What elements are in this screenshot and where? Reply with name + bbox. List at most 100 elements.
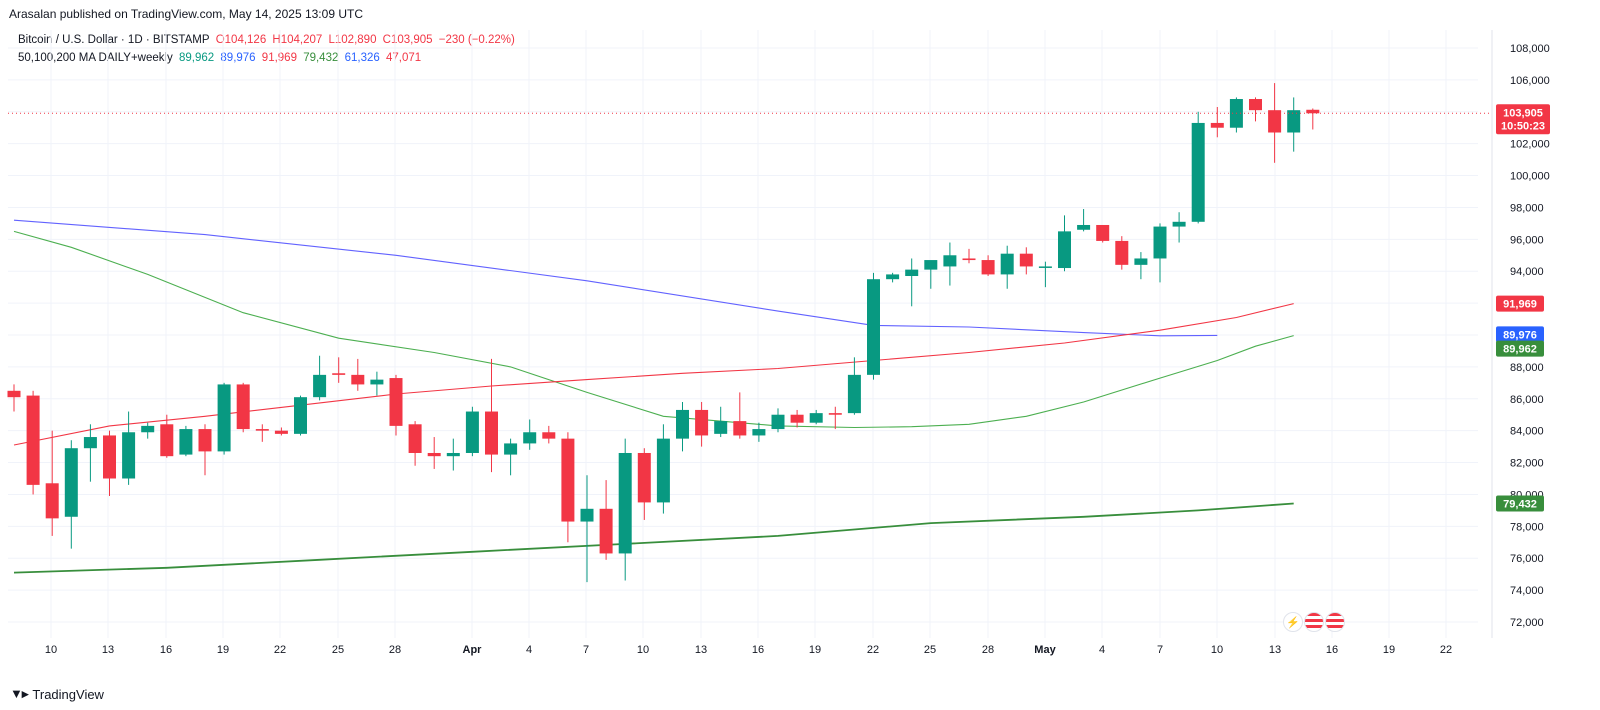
y-tick-label: 72,000 [1510, 617, 1544, 629]
candle-body [828, 413, 842, 415]
candle-body [1077, 224, 1091, 230]
us-flag-icon[interactable] [1304, 612, 1324, 632]
candle-body [695, 409, 709, 436]
last-price-label-box [1496, 104, 1550, 135]
x-tick-label: 7 [1157, 644, 1163, 656]
candle-body [962, 258, 976, 261]
x-tick-label: 16 [1326, 644, 1338, 656]
candle-body [1172, 221, 1186, 227]
y-tick-label: 102,000 [1510, 139, 1550, 151]
candle-body [1019, 253, 1033, 267]
candle-body [1268, 110, 1282, 133]
ma-title: 50,100,200 MA DAILY+weekly [18, 52, 173, 64]
y-tick-label: 78,000 [1510, 521, 1544, 533]
change-value: −230 (−0.22%) [438, 34, 515, 46]
y-tick-label: 82,000 [1510, 458, 1544, 470]
ma-price-label-box [1496, 495, 1544, 512]
candle-body [83, 437, 97, 449]
candle-body [274, 430, 288, 434]
x-tick-label: 10 [637, 644, 649, 656]
y-tick-label: 94,000 [1510, 266, 1544, 278]
events-bar[interactable]: ⚡ [1283, 612, 1345, 632]
lightning-icon[interactable]: ⚡ [1283, 612, 1303, 632]
candle-body [943, 255, 957, 267]
candle-body [714, 421, 728, 434]
y-tick-label: 96,000 [1510, 234, 1544, 246]
candle-body [1000, 253, 1014, 275]
x-tick-label: 25 [332, 644, 344, 656]
candle-body [427, 452, 441, 457]
candle-body [485, 411, 498, 455]
x-tick-label: 13 [695, 644, 707, 656]
candle-body [504, 443, 518, 455]
candle-body [217, 384, 231, 452]
candle-body [656, 438, 670, 503]
open-value: O104,126 [215, 34, 267, 46]
candle-body [561, 438, 575, 522]
candle-body [618, 452, 632, 554]
candle-body [465, 411, 479, 453]
candle-body [351, 374, 365, 385]
ma-line [13, 219, 1218, 337]
candle-body [1249, 99, 1262, 111]
x-tick-label: 22 [1440, 644, 1452, 656]
candle-body [580, 508, 594, 522]
x-tick-label: 13 [1269, 644, 1281, 656]
x-tick-label: 28 [389, 644, 401, 656]
candle-body [332, 373, 346, 375]
candle-body [733, 421, 747, 436]
x-tick-label: 16 [752, 644, 764, 656]
candle-body [1210, 122, 1224, 128]
y-tick-label: 98,000 [1510, 202, 1544, 214]
ma-price-label-box [1496, 340, 1544, 357]
candle-body [1191, 122, 1205, 222]
us-flag-icon[interactable] [1325, 612, 1345, 632]
ma-price-label: 91,969 [1503, 299, 1537, 311]
y-tick-label: 100,000 [1510, 171, 1550, 183]
high-value: H104,207 [272, 34, 323, 46]
symbol-legend[interactable]: Bitcoin / U.S. Dollar · 1D · BITSTAMP O1… [18, 34, 518, 46]
last-price-label: 103,905 [1503, 107, 1543, 119]
candle-body [809, 413, 823, 423]
x-tick-label: 25 [924, 644, 936, 656]
candle-body [236, 384, 250, 430]
low-value: L102,890 [328, 34, 377, 46]
y-tick-label: 74,000 [1510, 585, 1544, 597]
candle-body [790, 414, 804, 423]
x-tick-label: 19 [809, 644, 821, 656]
x-tick-label: 28 [982, 644, 994, 656]
candle-body [313, 374, 327, 398]
candle-body [255, 429, 269, 431]
candle-body [1134, 258, 1148, 265]
candle-body [294, 397, 307, 434]
candle-body [523, 432, 537, 444]
x-tick-label: 10 [45, 644, 57, 656]
x-tick-label: 10 [1211, 644, 1223, 656]
ma-value-2: 89,976 [220, 52, 256, 64]
x-tick-label: 4 [1099, 644, 1105, 656]
x-tick-label: 16 [160, 644, 172, 656]
y-tick-label: 106,000 [1510, 75, 1550, 87]
candle-body [26, 395, 40, 485]
brand-name: TradingView [32, 686, 104, 702]
ma-price-label: 79,432 [1503, 499, 1537, 511]
ma-price-label: 89,976 [1503, 329, 1537, 341]
ma-value-4: 79,432 [303, 52, 339, 64]
ma-price-label: 89,962 [1503, 344, 1537, 356]
footer[interactable]: ▼▸ TradingView [10, 686, 104, 702]
candle-body [924, 260, 938, 270]
candle-body [446, 452, 460, 457]
x-tick-label: 19 [1383, 644, 1395, 656]
published-line: Arasalan published on TradingView.com, M… [9, 7, 363, 21]
candle-body [64, 448, 78, 517]
x-tick-label: 7 [583, 644, 589, 656]
candle-body [408, 424, 422, 453]
candle-body [1058, 231, 1071, 269]
ma-value-1: 89,962 [179, 52, 215, 64]
y-tick-label: 86,000 [1510, 394, 1544, 406]
candle-body [179, 429, 193, 455]
candle-body [1115, 240, 1129, 265]
candle-body [905, 269, 919, 277]
candle-body [542, 432, 556, 439]
